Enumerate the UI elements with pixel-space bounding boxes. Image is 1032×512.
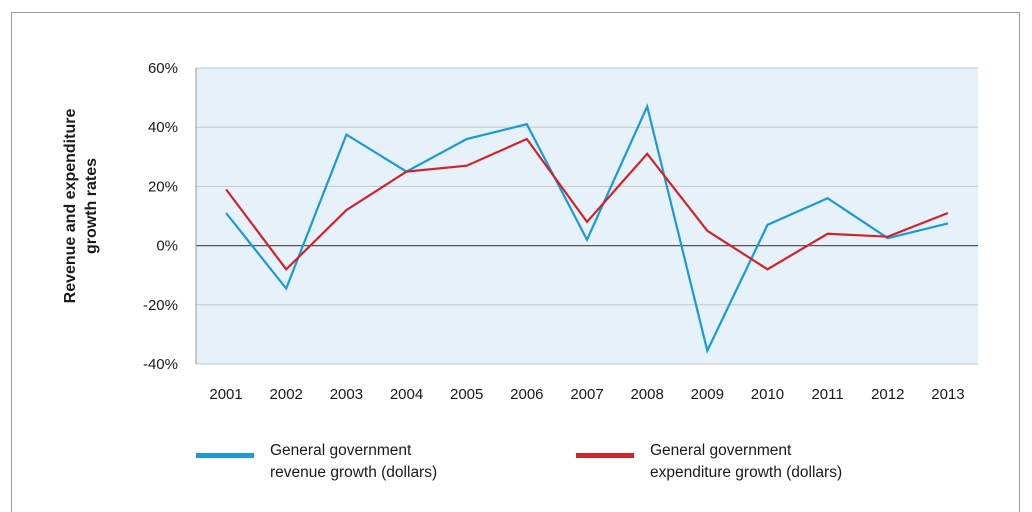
y-axis-label-line-2: growth rates <box>83 158 100 254</box>
series-line-expenditure <box>225 137 949 271</box>
x-tick-label: 2013 <box>931 386 964 403</box>
legend-label-expenditure: General government expenditure growth (d… <box>650 440 842 484</box>
y-axis-label-line-1: Revenue and expenditure <box>62 109 79 304</box>
series-line-revenue <box>225 103 949 354</box>
x-tick-label: 2001 <box>209 386 242 403</box>
x-axis-ticks: 2001 2002 2003 2004 2005 2006 2007 2008 2009 2010… <box>209 386 964 403</box>
legend-label-expenditure-line-1: General government <box>650 442 792 459</box>
y-axis-ticks: 60% 40% 20% 0% -20% -40% <box>143 60 178 373</box>
y-tick-label: -20% <box>143 297 178 314</box>
legend-swatch-revenue <box>196 453 254 458</box>
x-tick-label: 2012 <box>871 386 904 403</box>
y-tick-label: -40% <box>143 356 178 373</box>
series-lines <box>225 103 949 354</box>
legend-swatch-expenditure <box>576 453 634 458</box>
x-tick-label: 2003 <box>330 386 363 403</box>
legend-label-revenue-line-1: General government <box>270 442 412 459</box>
chart-frame <box>11 12 1020 512</box>
x-tick-label: 2008 <box>630 386 663 403</box>
y-tick-label: 60% <box>148 60 178 77</box>
x-tick-label: 2011 <box>811 386 843 403</box>
x-tick-label: 2005 <box>450 386 483 403</box>
y-tick-label: 20% <box>148 178 178 195</box>
x-tick-label: 2006 <box>510 386 543 403</box>
x-tick-label: 2007 <box>570 386 603 403</box>
legend-label-revenue-line-2: revenue growth (dollars) <box>270 464 438 481</box>
legend-label-revenue: General government revenue growth (dolla… <box>270 440 437 484</box>
x-tick-label: 2010 <box>751 386 784 403</box>
y-tick-label: 40% <box>148 119 178 136</box>
y-tick-label: 0% <box>156 238 178 255</box>
plot-area <box>196 68 978 364</box>
x-tick-label: 2009 <box>691 386 724 403</box>
legend-label-expenditure-line-2: expenditure growth (dollars) <box>650 464 843 481</box>
x-tick-label: 2004 <box>390 386 423 403</box>
x-tick-label: 2002 <box>270 386 303 403</box>
